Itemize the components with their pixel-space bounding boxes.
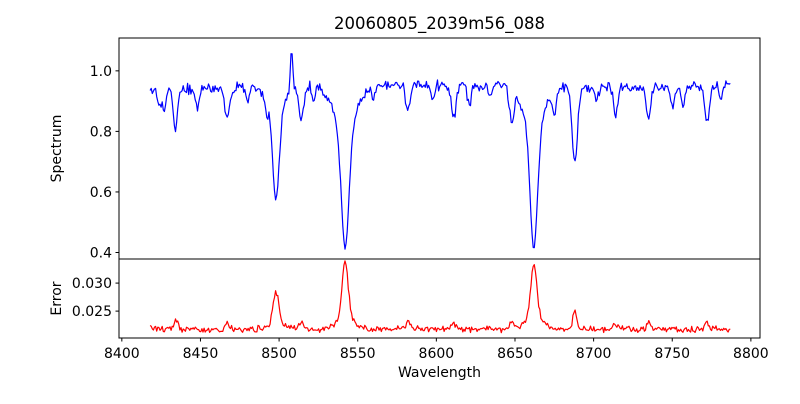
y-tick-label: 0.8 <box>90 124 112 140</box>
x-tick-label: 8700 <box>576 346 612 362</box>
x-tick-label: 8800 <box>733 346 769 362</box>
y-tick-label: 1.0 <box>90 64 112 80</box>
y-tick-label: 0.4 <box>90 245 112 261</box>
x-tick-label: 8650 <box>497 346 533 362</box>
x-tick-label: 8600 <box>419 346 455 362</box>
x-tick-label: 8750 <box>654 346 690 362</box>
error-panel-border <box>118 258 761 339</box>
y-axis-label-spectrum: Spectrum <box>49 115 65 183</box>
error-line <box>149 260 731 334</box>
y-tick-label: 0.030 <box>72 276 112 292</box>
spectrum-panel-border <box>118 37 761 260</box>
x-tick-label: 8450 <box>183 346 219 362</box>
x-tick-label: 8550 <box>340 346 376 362</box>
plot-dynamic-layer: 0.4 0.6 0.8 1.0 0.025 0.030 8400 8450 8500 8550 86… <box>72 37 769 362</box>
chart-title: 20060805_2039m56_088 <box>334 14 545 34</box>
y-axis-label-error: Error <box>49 281 65 315</box>
y-tick-label: 0.6 <box>90 185 112 201</box>
y-tick-label: 0.025 <box>72 304 112 320</box>
x-tick-label: 8500 <box>261 346 297 362</box>
spectrum-line <box>149 53 731 250</box>
x-tick-label: 8400 <box>104 346 140 362</box>
x-axis-label: Wavelength <box>398 365 481 381</box>
